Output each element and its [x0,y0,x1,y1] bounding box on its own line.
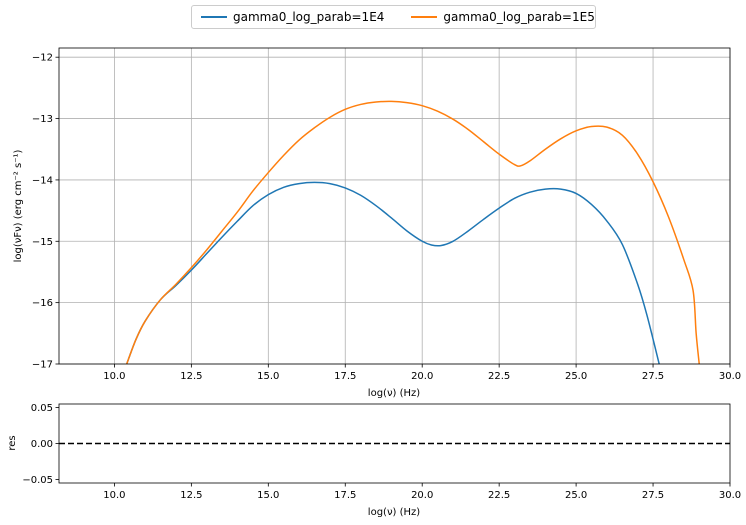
main-x-tick-label: 27.5 [642,371,664,382]
main-axes: 10.0 12.5 15.0 17.5 20.0 22.5 25.0 27.5 30.0 −17 −… [32,47,741,382]
main-series [126,100,700,364]
main-y-tick-label: −12 [32,53,53,64]
main-x-tick-label: 30.0 [719,371,741,382]
main-grid [59,48,731,365]
residual-axes: 10.0 12.5 15.0 17.5 20.0 22.5 25.0 27.5 30.0 −0.0… [22,403,741,501]
main-y-tick-label: −16 [32,298,53,309]
main-x-tick-label: 20.0 [411,371,433,382]
legend: gamma0_log_parab=1E4 gamma0_log_parab=1E… [191,5,596,29]
legend-entry-series1: gamma0_log_parab=1E4 [196,10,384,24]
legend-entry-series2: gamma0_log_parab=1E5 [406,10,595,24]
main-y-tick-label: −14 [32,175,53,186]
main-x-tick-label: 25.0 [565,371,587,382]
residual-y-tick-label: 0.00 [31,439,53,450]
residual-x-tick-label: 17.5 [334,490,356,501]
residual-y-axis-label: res [7,435,18,450]
residual-x-tick-label: 25.0 [565,490,587,501]
series-line-2 [126,100,700,364]
legend-swatch-series1 [201,16,227,18]
residual-y-tick-label: 0.05 [31,403,53,414]
main-y-tick-label: −13 [32,114,53,125]
main-x-axis-label: log(ν) (Hz) [368,388,420,399]
residual-x-tick-label: 30.0 [719,490,741,501]
series-line-1 [126,181,660,364]
main-x-tick-label: 15.0 [257,371,279,382]
main-x-tick-label: 22.5 [488,371,510,382]
main-y-tick-label: −17 [32,360,53,371]
residual-x-tick-label: 20.0 [411,490,433,501]
main-x-tick-label: 17.5 [334,371,356,382]
residual-x-tick-label: 12.5 [180,490,202,501]
residual-x-tick-label: 22.5 [488,490,510,501]
main-y-axis-label: log(νFν) (erg cm⁻² s⁻¹) [13,150,24,263]
residual-x-tick-label: 27.5 [642,490,664,501]
residual-y-tick-label: −0.05 [22,475,53,486]
legend-label-series2: gamma0_log_parab=1E5 [443,10,595,24]
residual-plot-frame [58,403,731,484]
legend-label-series1: gamma0_log_parab=1E4 [233,10,385,24]
main-x-tick-label: 10.0 [103,371,125,382]
legend-swatch-series2 [411,16,438,18]
main-x-tick-label: 12.5 [180,371,202,382]
residual-x-tick-label: 10.0 [103,490,125,501]
residual-x-tick-label: 15.0 [257,490,279,501]
main-plot-frame [58,47,731,365]
residual-x-axis-label: log(ν) (Hz) [368,507,420,518]
main-y-tick-label: −15 [32,237,53,248]
